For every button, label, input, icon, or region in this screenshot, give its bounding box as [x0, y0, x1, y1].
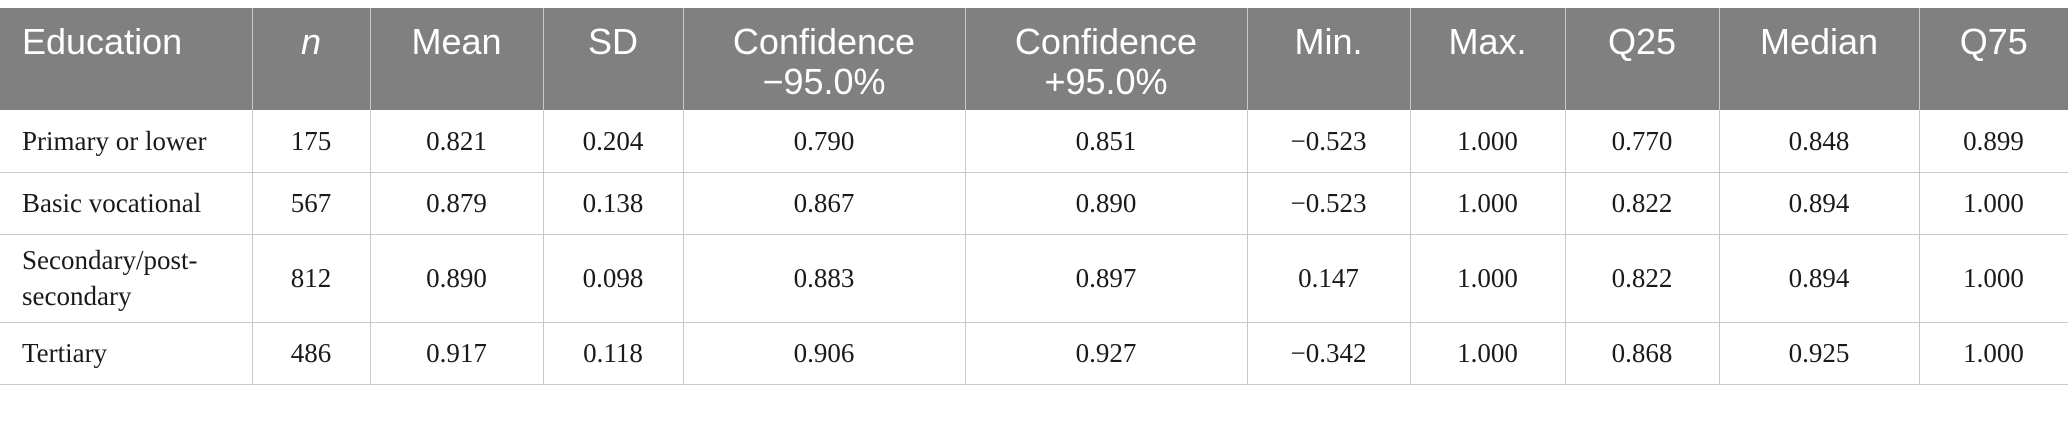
- cell-min: −0.523: [1246, 172, 1410, 235]
- cell-mean: 0.890: [369, 234, 543, 323]
- header-confidence-upper: Confidence +95.0%: [964, 8, 1247, 110]
- cell-n: 567: [251, 172, 370, 235]
- header-confidence-lower: Confidence −95.0%: [682, 8, 965, 110]
- cell-q75: 1.000: [1918, 234, 2068, 323]
- table-row: Tertiary 486 0.917 0.118 0.906 0.927 −0.…: [0, 322, 2068, 385]
- cell-max: 1.000: [1409, 234, 1565, 323]
- cell-mean: 0.917: [369, 322, 543, 385]
- cell-sd: 0.098: [542, 234, 683, 323]
- cell-median: 0.894: [1718, 234, 1919, 323]
- cell-q75: 0.899: [1918, 110, 2068, 173]
- cell-q75: 1.000: [1918, 172, 2068, 235]
- header-n: n: [251, 8, 370, 110]
- cell-confidence-lower: 0.867: [682, 172, 965, 235]
- cell-median: 0.925: [1718, 322, 1919, 385]
- cell-min: −0.342: [1246, 322, 1410, 385]
- cell-median: 0.894: [1718, 172, 1919, 235]
- header-max: Max.: [1409, 8, 1565, 110]
- cell-n: 175: [251, 110, 370, 173]
- cell-confidence-lower: 0.906: [682, 322, 965, 385]
- table-row: Secondary/post-secondary 812 0.890 0.098…: [0, 234, 2068, 323]
- cell-mean: 0.879: [369, 172, 543, 235]
- table-row: Basic vocational 567 0.879 0.138 0.867 0…: [0, 172, 2068, 235]
- cell-min: 0.147: [1246, 234, 1410, 323]
- cell-min: −0.523: [1246, 110, 1410, 173]
- cell-confidence-upper: 0.851: [964, 110, 1247, 173]
- cell-sd: 0.204: [542, 110, 683, 173]
- header-q25: Q25: [1564, 8, 1719, 110]
- cell-q25: 0.822: [1564, 172, 1719, 235]
- cell-education: Tertiary: [0, 322, 252, 385]
- cell-max: 1.000: [1409, 110, 1565, 173]
- cell-education: Secondary/post-secondary: [0, 234, 252, 323]
- header-sd: SD: [542, 8, 683, 110]
- cell-sd: 0.118: [542, 322, 683, 385]
- header-median: Median: [1718, 8, 1919, 110]
- cell-n: 486: [251, 322, 370, 385]
- cell-max: 1.000: [1409, 172, 1565, 235]
- cell-max: 1.000: [1409, 322, 1565, 385]
- table-row: Primary or lower 175 0.821 0.204 0.790 0…: [0, 110, 2068, 173]
- cell-education: Basic vocational: [0, 172, 252, 235]
- header-education: Education: [0, 8, 252, 110]
- cell-confidence-upper: 0.890: [964, 172, 1247, 235]
- education-statistics-table: Education n Mean SD Confidence −95.0% Co…: [0, 8, 2068, 385]
- header-min: Min.: [1246, 8, 1410, 110]
- cell-education: Primary or lower: [0, 110, 252, 173]
- cell-median: 0.848: [1718, 110, 1919, 173]
- cell-sd: 0.138: [542, 172, 683, 235]
- cell-q25: 0.868: [1564, 322, 1719, 385]
- cell-confidence-lower: 0.883: [682, 234, 965, 323]
- cell-confidence-lower: 0.790: [682, 110, 965, 173]
- cell-mean: 0.821: [369, 110, 543, 173]
- header-q75: Q75: [1918, 8, 2068, 110]
- cell-q75: 1.000: [1918, 322, 2068, 385]
- cell-confidence-upper: 0.927: [964, 322, 1247, 385]
- header-row: Education n Mean SD Confidence −95.0% Co…: [0, 8, 2068, 110]
- cell-q25: 0.770: [1564, 110, 1719, 173]
- cell-n: 812: [251, 234, 370, 323]
- header-mean: Mean: [369, 8, 543, 110]
- cell-q25: 0.822: [1564, 234, 1719, 323]
- cell-confidence-upper: 0.897: [964, 234, 1247, 323]
